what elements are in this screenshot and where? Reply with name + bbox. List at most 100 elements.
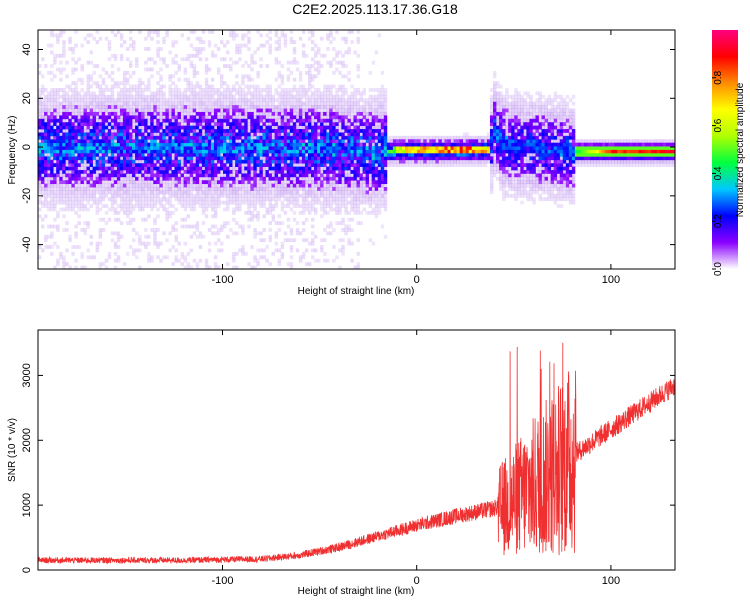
heatmap-cell — [168, 50, 172, 55]
heatmap-cell — [265, 101, 269, 106]
heatmap-cell — [156, 245, 160, 249]
heatmap-cell — [350, 152, 354, 157]
heatmap-cell — [125, 166, 130, 171]
heatmap-cell — [44, 159, 48, 164]
heatmap-cell — [189, 98, 194, 103]
heatmap-cell — [192, 200, 197, 205]
heatmap-cell — [250, 173, 254, 178]
heatmap-cell — [338, 200, 342, 205]
heatmap-cell — [183, 146, 188, 150]
heatmap-cell — [347, 101, 351, 106]
heatmap-cell — [362, 91, 366, 96]
heatmap-cell — [165, 98, 169, 103]
heatmap-cell — [311, 139, 315, 144]
heatmap-cell — [292, 77, 297, 82]
heatmap-cell — [335, 108, 339, 113]
heatmap-cell — [320, 183, 324, 188]
heatmap-cell — [244, 163, 248, 167]
heatmap-cell — [186, 200, 191, 205]
heatmap-cell — [180, 142, 184, 147]
heatmap-cell — [74, 125, 78, 130]
heatmap-cell — [159, 57, 163, 62]
heatmap-cell — [383, 190, 388, 195]
heatmap-cell — [368, 193, 373, 198]
heatmap-cell — [356, 53, 360, 58]
heatmap-cell — [156, 169, 160, 174]
heatmap-cell — [241, 245, 245, 249]
heatmap-cell — [235, 231, 239, 236]
heatmap-cell — [265, 105, 269, 109]
heatmap-cell — [259, 125, 263, 130]
heatmap-cell — [377, 91, 382, 96]
heatmap-cell — [323, 132, 327, 137]
heatmap-cell — [247, 91, 251, 96]
heatmap-cell — [180, 190, 184, 195]
heatmap-cell — [71, 166, 75, 171]
heatmap-cell — [295, 228, 300, 232]
heatmap-cell — [277, 91, 282, 96]
heatmap-cell — [98, 180, 103, 185]
heatmap-cell — [44, 149, 48, 154]
heatmap-cell — [98, 122, 103, 126]
heatmap-cell — [92, 122, 97, 126]
heatmap-cell — [362, 125, 366, 130]
heatmap-cell — [59, 101, 63, 106]
heatmap-cell — [129, 159, 133, 164]
heatmap-cell — [198, 142, 203, 147]
heatmap-cell — [229, 132, 233, 137]
heatmap-cell — [323, 190, 327, 195]
heatmap-cell — [59, 142, 63, 147]
heatmap-cell — [338, 159, 342, 164]
heatmap-cell — [250, 163, 254, 167]
heatmap-cell — [356, 115, 360, 120]
heatmap-cell — [283, 142, 288, 147]
heatmap-cell — [347, 180, 351, 185]
heatmap-cell — [301, 193, 306, 198]
heatmap-cell — [213, 210, 218, 215]
heatmap-cell — [374, 166, 379, 171]
heatmap-cell — [250, 176, 254, 181]
heatmap-cell — [83, 163, 87, 167]
heatmap-cell — [383, 146, 388, 150]
heatmap-cell — [47, 245, 51, 249]
heatmap-cell — [277, 197, 282, 202]
heatmap-cell — [317, 149, 321, 154]
heatmap-cell — [380, 118, 385, 123]
heatmap-cell — [74, 94, 78, 99]
heatmap-cell — [192, 204, 197, 208]
heatmap-cell — [135, 248, 139, 253]
heatmap-cell — [171, 91, 175, 96]
heatmap-cell — [141, 169, 145, 174]
heatmap-cell — [238, 197, 242, 202]
heatmap-cell — [168, 142, 172, 147]
heatmap-cell — [271, 193, 275, 198]
heatmap-cell — [244, 122, 248, 126]
heatmap-cell — [256, 183, 260, 188]
heatmap-cell — [159, 190, 163, 195]
heatmap-cell — [262, 176, 266, 181]
heatmap-cell — [104, 210, 109, 215]
heatmap-cell — [65, 149, 69, 154]
heatmap-cell — [77, 166, 81, 171]
heatmap-cell — [277, 173, 282, 178]
heatmap-cell — [38, 111, 42, 116]
heatmap-cell — [223, 91, 227, 96]
heatmap-cell — [253, 129, 257, 133]
heatmap-cell — [153, 149, 157, 154]
heatmap-cell — [317, 193, 321, 198]
heatmap-cell — [377, 98, 382, 103]
heatmap-cell — [77, 142, 81, 147]
heatmap-cell — [101, 146, 106, 150]
heatmap-cell — [247, 77, 251, 82]
heatmap-cell — [265, 149, 269, 154]
heatmap-cell — [138, 156, 142, 161]
heatmap-cell — [107, 122, 112, 126]
heatmap-cell — [162, 60, 166, 65]
heatmap-cell — [98, 265, 103, 269]
heatmap-cell — [365, 115, 370, 120]
heatmap-cell — [244, 132, 248, 137]
heatmap-cell — [253, 187, 257, 191]
heatmap-cell — [147, 190, 151, 195]
heatmap-cell — [280, 200, 285, 205]
heatmap-cell — [256, 193, 260, 198]
